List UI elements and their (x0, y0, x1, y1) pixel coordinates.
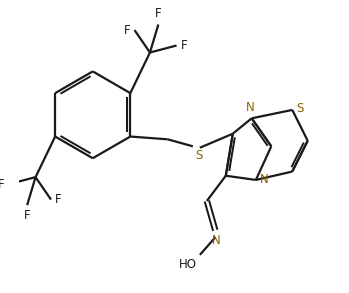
Text: N: N (260, 173, 269, 186)
Text: HO: HO (179, 258, 197, 271)
Text: F: F (55, 193, 62, 206)
Text: F: F (0, 178, 5, 191)
Text: F: F (124, 24, 130, 37)
Text: F: F (181, 39, 187, 52)
Text: S: S (196, 149, 203, 162)
Text: F: F (24, 209, 30, 222)
Text: N: N (246, 101, 255, 114)
Text: N: N (211, 234, 220, 247)
Text: S: S (297, 102, 304, 115)
Text: F: F (155, 7, 162, 20)
